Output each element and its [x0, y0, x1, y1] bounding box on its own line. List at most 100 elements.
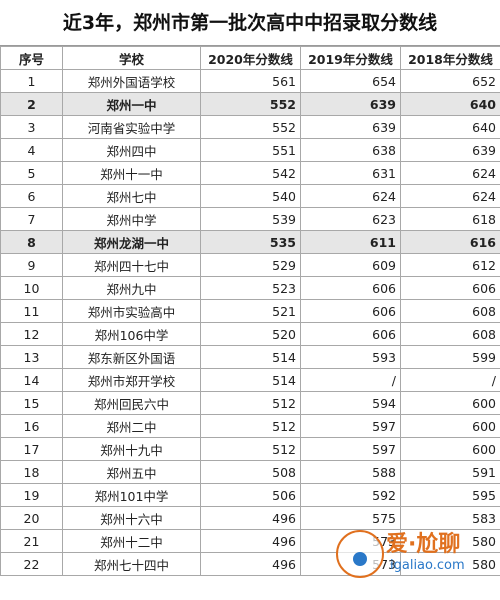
cell-2018: 595	[400, 483, 500, 507]
table-row: 8 郑州龙湖一中 535 611 616	[0, 230, 500, 254]
cell-2020: 552	[200, 115, 301, 139]
watermark: 爱·尬聊 igaliao.com	[336, 524, 496, 594]
cell-school: 郑州九中	[62, 276, 201, 300]
cell-2019: 654	[300, 69, 401, 93]
cell-2020: 535	[200, 230, 301, 254]
header-2020: 2020年分数线	[200, 46, 301, 70]
cell-2019: 575	[300, 506, 401, 530]
cell-2019: 639	[300, 115, 401, 139]
cell-school: 郑州回民六中	[62, 391, 201, 415]
cell-2019: 597	[300, 414, 401, 438]
table-row: 2 郑州一中 552 639 640	[0, 92, 500, 116]
cell-school: 河南省实验中学	[62, 115, 201, 139]
table-row: 19 郑州101中学 506 592 595	[0, 483, 500, 507]
cell-school: 郑州二中	[62, 414, 201, 438]
cell-school: 郑州中学	[62, 207, 201, 231]
cell-2020: 508	[200, 460, 301, 484]
table-row: 4 郑州四中 551 638 639	[0, 138, 500, 162]
cell-2019: 594	[300, 391, 401, 415]
table-row: 10 郑州九中 523 606 606	[0, 276, 500, 300]
cell-2020: 540	[200, 184, 301, 208]
cell-school: 郑州十六中	[62, 506, 201, 530]
cell-school: 郑东新区外国语	[62, 345, 201, 369]
table-row: 1 郑州外国语学校 561 654 652	[0, 69, 500, 93]
watermark-dot-icon	[353, 552, 367, 566]
cell-2019: 611	[300, 230, 401, 254]
cell-no: 16	[0, 414, 63, 438]
cell-2020: 539	[200, 207, 301, 231]
cell-no: 9	[0, 253, 63, 277]
header-2018: 2018年分数线	[400, 46, 500, 70]
cell-2019: 606	[300, 276, 401, 300]
header-no: 序号	[0, 46, 63, 70]
table-row: 3 河南省实验中学 552 639 640	[0, 115, 500, 139]
cell-no: 11	[0, 299, 63, 323]
header-school: 学校	[62, 46, 201, 70]
table-row: 15 郑州回民六中 512 594 600	[0, 391, 500, 415]
cell-no: 13	[0, 345, 63, 369]
cell-2018: 612	[400, 253, 500, 277]
cell-2019: 624	[300, 184, 401, 208]
cell-school: 郑州外国语学校	[62, 69, 201, 93]
cell-2018: 608	[400, 299, 500, 323]
cell-school: 郑州五中	[62, 460, 201, 484]
cell-2019: 609	[300, 253, 401, 277]
table-row: 7 郑州中学 539 623 618	[0, 207, 500, 231]
table-row: 17 郑州十九中 512 597 600	[0, 437, 500, 461]
table-row: 5 郑州十一中 542 631 624	[0, 161, 500, 185]
cell-school: 郑州市实验高中	[62, 299, 201, 323]
cell-2020: 512	[200, 414, 301, 438]
cell-2019: 639	[300, 92, 401, 116]
table-row: 13 郑东新区外国语 514 593 599	[0, 345, 500, 369]
cell-2018: 600	[400, 391, 500, 415]
cell-2019: /	[300, 368, 401, 392]
cell-2018: 640	[400, 92, 500, 116]
cell-2018: 624	[400, 161, 500, 185]
table-row: 14 郑州市郑开学校 514//	[0, 368, 500, 392]
cell-no: 6	[0, 184, 63, 208]
cell-2019: 593	[300, 345, 401, 369]
cell-2018: 591	[400, 460, 500, 484]
cell-school: 郑州十二中	[62, 529, 201, 553]
header-row: 序号 学校 2020年分数线 2019年分数线 2018年分数线	[0, 46, 500, 70]
watermark-text: 爱·尬聊	[386, 532, 461, 557]
watermark-url: igaliao.com	[390, 558, 465, 573]
cell-school: 郑州十一中	[62, 161, 201, 185]
cell-school: 郑州四十七中	[62, 253, 201, 277]
table-row: 16 郑州二中 512 597 600	[0, 414, 500, 438]
cell-no: 2	[0, 92, 63, 116]
cell-school: 郑州十九中	[62, 437, 201, 461]
cell-no: 1	[0, 69, 63, 93]
cell-school: 郑州四中	[62, 138, 201, 162]
cell-no: 21	[0, 529, 63, 553]
cell-2020: 529	[200, 253, 301, 277]
cell-no: 5	[0, 161, 63, 185]
table-row: 18 郑州五中 508 588 591	[0, 460, 500, 484]
table-title: 近3年，郑州市第一批次高中中招录取分数线	[0, 0, 500, 46]
cell-2019: 638	[300, 138, 401, 162]
cell-2020: 521	[200, 299, 301, 323]
cell-2018: 640	[400, 115, 500, 139]
cell-no: 19	[0, 483, 63, 507]
cell-2019: 606	[300, 322, 401, 346]
cell-2020: 514	[200, 368, 301, 392]
cell-2020: 561	[200, 69, 301, 93]
cell-2018: 600	[400, 437, 500, 461]
cell-no: 18	[0, 460, 63, 484]
cell-school: 郑州七中	[62, 184, 201, 208]
cell-no: 17	[0, 437, 63, 461]
cell-2020: 512	[200, 391, 301, 415]
cell-2020: 551	[200, 138, 301, 162]
cell-2020: 523	[200, 276, 301, 300]
cell-2018: 608	[400, 322, 500, 346]
cell-no: 20	[0, 506, 63, 530]
cell-no: 7	[0, 207, 63, 231]
cell-2018: 606	[400, 276, 500, 300]
cell-school: 郑州106中学	[62, 322, 201, 346]
cell-no: 4	[0, 138, 63, 162]
watermark-logo-icon	[336, 530, 384, 578]
cell-school: 郑州一中	[62, 92, 201, 116]
cell-2020: 496	[200, 506, 301, 530]
cell-no: 10	[0, 276, 63, 300]
